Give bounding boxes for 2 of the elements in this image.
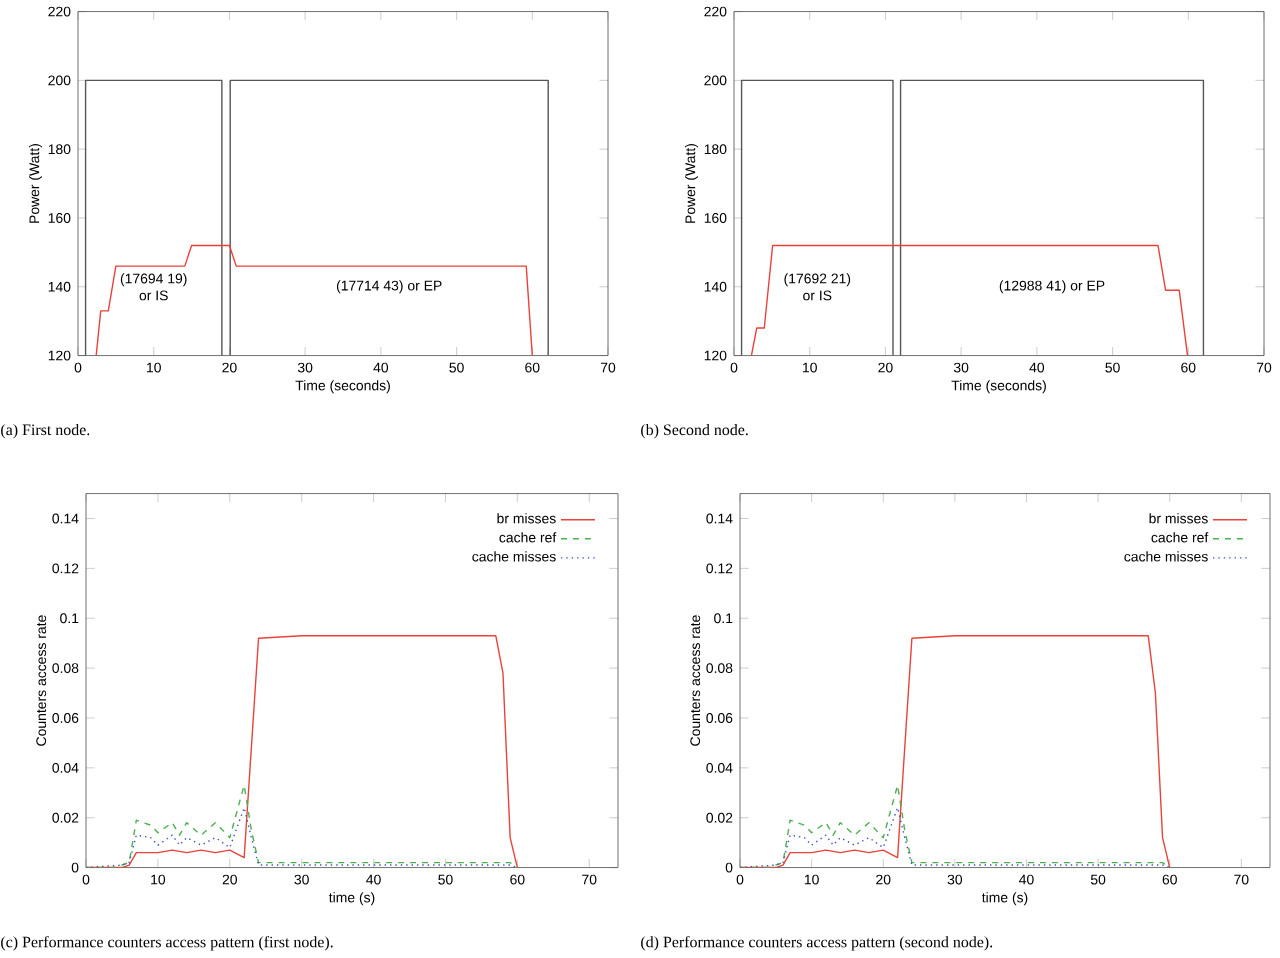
line-series <box>95 245 533 356</box>
line-series <box>750 245 1189 356</box>
